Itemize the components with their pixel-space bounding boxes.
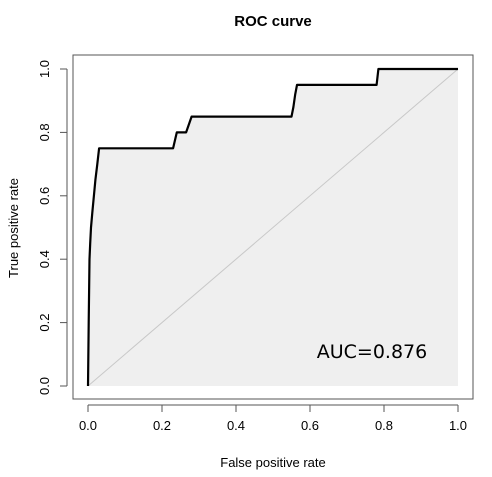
y-tick-label: 1.0 bbox=[37, 60, 52, 78]
x-tick-label: 0.6 bbox=[301, 418, 319, 433]
y-axis: 0.0 0.2 0.4 0.6 0.8 1.0 bbox=[37, 60, 68, 395]
chance-diagonal bbox=[87, 68, 459, 387]
x-tick-label: 0.4 bbox=[227, 418, 245, 433]
plot-box bbox=[72, 54, 474, 400]
y-tick-label: 0.4 bbox=[37, 250, 52, 268]
x-tick-label: 0.8 bbox=[375, 418, 393, 433]
x-axis-label: False positive rate bbox=[220, 455, 326, 470]
x-tick-label: 0.0 bbox=[79, 418, 97, 433]
x-tick-label: 0.2 bbox=[153, 418, 171, 433]
y-tick-label: 0.8 bbox=[37, 123, 52, 141]
y-tick-label: 0.2 bbox=[37, 314, 52, 332]
auc-annotation: AUC=0.876 bbox=[317, 341, 427, 363]
x-tick-label: 1.0 bbox=[449, 418, 467, 433]
x-axis: 0.0 0.2 0.4 0.6 0.8 1.0 bbox=[79, 404, 467, 433]
y-tick-label: 0.0 bbox=[37, 377, 52, 395]
roc-line bbox=[86, 67, 458, 387]
y-tick-label: 0.6 bbox=[37, 187, 52, 205]
chart-title: ROC curve bbox=[234, 13, 312, 30]
plot-area bbox=[72, 54, 474, 400]
y-axis-label: True positive rate bbox=[6, 178, 21, 278]
